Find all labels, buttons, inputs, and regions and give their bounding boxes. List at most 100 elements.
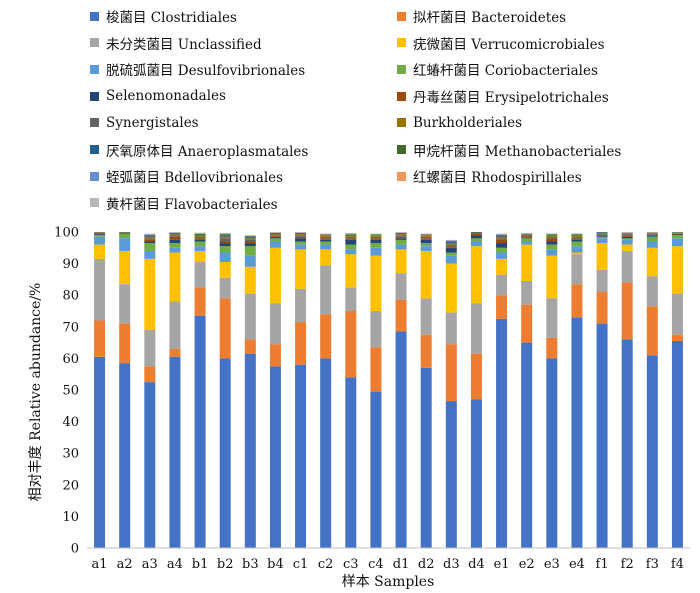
bar-segment xyxy=(496,235,508,237)
bar-segment xyxy=(671,246,683,294)
x-tick-label: d3 xyxy=(443,557,460,572)
bar-segment xyxy=(445,246,457,248)
bar-segment xyxy=(320,358,332,548)
bar-segment xyxy=(621,234,633,236)
bar-segment xyxy=(445,243,457,245)
bar-segment xyxy=(244,236,256,238)
x-tick-label: d2 xyxy=(418,557,435,572)
legend-item: 红螺菌目 Rhodospirillales xyxy=(397,166,582,186)
x-tick-label: a1 xyxy=(92,557,108,572)
bar-segment xyxy=(94,235,106,237)
bar-segment xyxy=(546,241,558,245)
bar-segment xyxy=(244,246,256,256)
bar-segment xyxy=(219,236,231,239)
legend-swatch xyxy=(90,11,99,21)
bar-segment xyxy=(320,238,332,240)
legend-swatch xyxy=(397,64,406,74)
bar-segment xyxy=(596,232,608,233)
bar-segment xyxy=(596,323,608,548)
bar-segment xyxy=(269,233,281,235)
bar-segment xyxy=(144,382,156,548)
legend-label: 厌氧原体目 Anaeroplasmatales xyxy=(106,143,309,160)
y-tick-label: 100 xyxy=(54,226,79,241)
bar-segment xyxy=(671,233,683,235)
legend-swatch xyxy=(90,38,99,48)
y-tick-label: 60 xyxy=(62,352,79,367)
x-tick-label: c2 xyxy=(318,557,334,572)
bar-segment xyxy=(445,244,457,247)
legend-label: 丹毒丝菌目 Erysipelotrichales xyxy=(413,90,609,107)
bar-segment xyxy=(194,241,206,247)
x-tick-label: e1 xyxy=(494,557,510,572)
bar-segment xyxy=(219,233,231,235)
bar-segment xyxy=(94,320,106,357)
bar-segment xyxy=(395,239,407,245)
bar-segment xyxy=(470,238,482,242)
bar-segment xyxy=(671,341,683,548)
legend-label: 甲烷杆菌目 Methanobacteriales xyxy=(413,143,622,160)
bar-segment xyxy=(94,244,106,259)
bar-segment xyxy=(596,269,608,293)
bar-segment xyxy=(94,234,106,236)
bar-segment xyxy=(219,243,231,247)
bar-segment xyxy=(571,238,583,240)
legend-label: 蛭弧菌目 Bdellovibrionales xyxy=(106,170,284,187)
bar-segment xyxy=(395,234,407,236)
bar-segment xyxy=(345,235,357,237)
bar-segment xyxy=(621,250,633,283)
bar-segment xyxy=(320,265,332,315)
bar-segment xyxy=(94,232,106,233)
bar-segment xyxy=(295,233,307,235)
legend-item: Burkholderiales xyxy=(397,113,522,133)
bar-segment xyxy=(345,249,357,255)
legend-swatch xyxy=(397,91,406,101)
bar-segment xyxy=(621,238,633,240)
bar-segment xyxy=(194,239,206,242)
x-tick-label: a4 xyxy=(167,557,183,572)
y-tick-label: 40 xyxy=(62,415,79,430)
x-tick-label: c3 xyxy=(343,557,359,572)
bar-segment xyxy=(295,322,307,365)
bar-segment xyxy=(496,258,508,275)
legend-item: 红蝽杆菌目 Coriobacteriales xyxy=(397,59,598,79)
bar-segment xyxy=(320,249,332,266)
bar-segment xyxy=(420,235,432,237)
bar-segment xyxy=(370,255,382,311)
legend-item: Synergistales xyxy=(90,113,199,133)
bar-segment xyxy=(571,236,583,239)
legend-item: Selenomonadales xyxy=(90,86,226,106)
bar-segment xyxy=(370,234,382,236)
bar-segment xyxy=(571,284,583,318)
bar-segment xyxy=(345,234,357,235)
bar-segment xyxy=(646,306,658,356)
bar-segment xyxy=(395,273,407,300)
legend-swatch xyxy=(90,91,99,101)
legend-swatch xyxy=(90,64,99,74)
bar-segment xyxy=(370,239,382,244)
bar-segment xyxy=(646,235,658,237)
bar-segment xyxy=(546,244,558,250)
bar-segment xyxy=(370,247,382,256)
bar-segment xyxy=(244,237,256,239)
bar-segment xyxy=(295,232,307,234)
y-tick-label: 90 xyxy=(62,257,79,272)
legend-item: 黄杆菌目 Flavobacteriales xyxy=(90,193,278,213)
bar-segment xyxy=(646,276,658,307)
legend-label: 疣微菌目 Verrucomicrobiales xyxy=(413,36,605,53)
x-tick-label: e4 xyxy=(569,557,585,572)
bar-segment xyxy=(295,236,307,239)
bar-segment xyxy=(395,233,407,235)
x-tick-label: b3 xyxy=(242,557,259,572)
legend-swatch xyxy=(90,118,99,128)
y-tick-label: 20 xyxy=(62,478,79,493)
bar-segment xyxy=(244,339,256,354)
bar-segment xyxy=(546,298,558,338)
bar-segment xyxy=(295,288,307,323)
bar-segment xyxy=(345,233,357,235)
x-tick-label: f3 xyxy=(646,557,659,572)
bar-segment xyxy=(621,282,633,340)
y-tick-label: 80 xyxy=(62,289,79,304)
bar-segment xyxy=(194,262,206,288)
bar-segment xyxy=(496,243,508,248)
bar-segment xyxy=(194,234,206,236)
